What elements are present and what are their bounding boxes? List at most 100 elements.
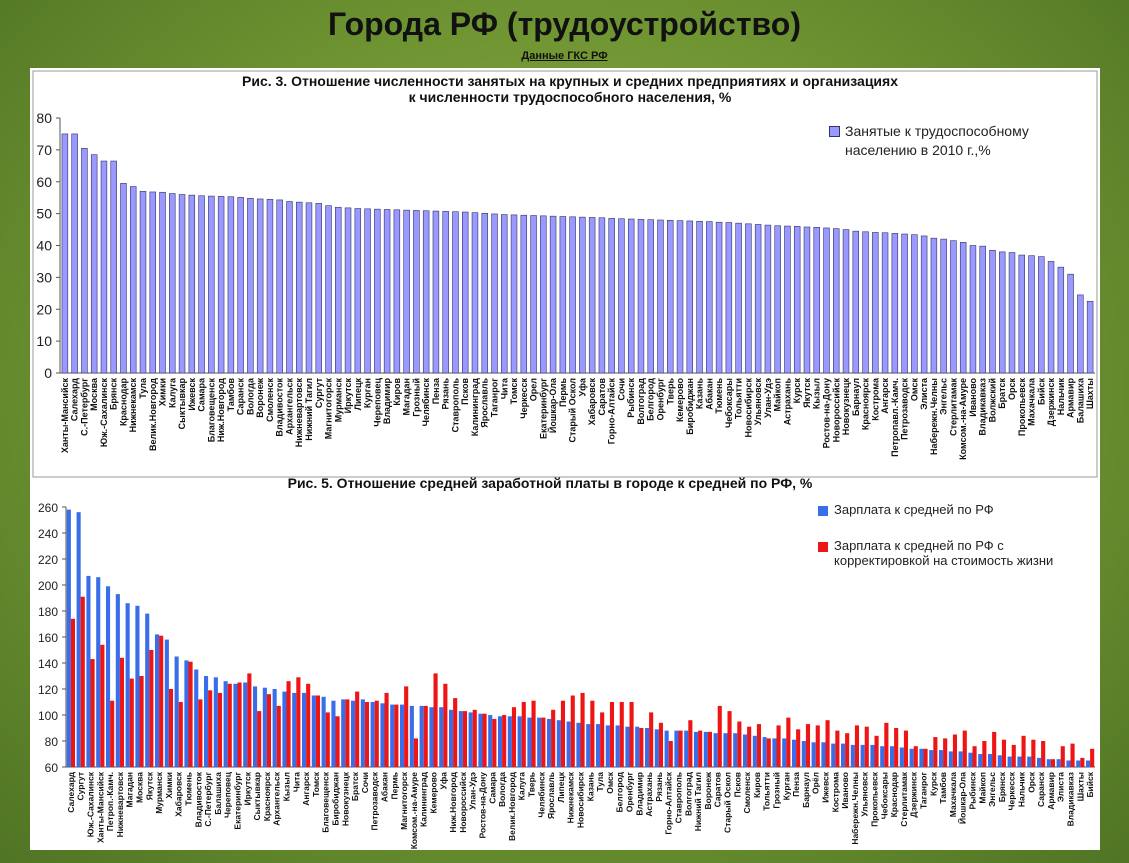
x-tick-label: Екатеринбург [538,378,548,439]
bar [874,735,879,767]
bar [1018,254,1025,374]
x-tick-label: Химки [158,378,168,406]
bar [854,725,860,767]
bar [432,210,440,374]
x-tick-label: Кострома [870,377,880,421]
x-tick-label: Магнитогорск [324,378,334,440]
bar [1021,735,1026,767]
chart-frame [32,70,1098,478]
x-tick-label: Майкоп [773,378,783,411]
x-tick-label: Велик.Новгород [507,771,517,841]
bar [598,217,606,374]
bar [715,221,723,374]
y-tick-label: 80 [36,110,52,126]
x-tick-label: Черкесск [519,378,529,419]
bar [256,198,264,374]
bar [999,251,1006,374]
bar [257,711,262,767]
x-tick-label: Томск [509,378,519,405]
x-tick-label: Нижневартовск [115,771,125,837]
bar [658,722,664,767]
bar [237,197,244,374]
x-tick-label: Чита [499,377,509,399]
x-tick-label: Брянск [997,771,1007,802]
bar [982,741,987,767]
x-tick-label: Ярославль [480,378,490,428]
bar [468,712,473,767]
bar [1036,757,1042,767]
bar [842,229,850,374]
bar [901,233,908,374]
bar [227,196,235,374]
x-tick-label: Ульяновск [860,771,870,816]
bar [609,702,615,767]
bar [390,704,395,767]
bar [115,594,120,767]
bar [119,657,125,767]
y-tick-label: 240 [38,527,58,541]
bar [920,235,928,374]
x-tick-label: Юж.-Сахалинск [86,771,96,837]
bar [404,686,409,767]
x-tick-label: Рыбинск [626,378,636,418]
bar [306,683,311,767]
bar [772,738,777,767]
bar [551,709,556,767]
x-tick-label: Красноярск [262,771,272,821]
x-tick-label: Тольятти [734,378,744,419]
bar [537,717,542,767]
x-tick-label: Новороссийск [458,771,468,833]
x-tick-label: Самара [197,377,207,412]
bar [501,214,508,374]
legend-swatch [818,506,828,516]
x-tick-label: Череповец [372,378,382,427]
bar [380,703,385,767]
x-tick-label: Ярославль [546,772,556,819]
bar [208,195,215,374]
y-tick-label: 220 [38,553,58,567]
bar [872,232,879,374]
y-tick-label: 70 [36,142,52,158]
bar [831,743,836,767]
bar [678,730,683,767]
y-tick-label: 80 [45,735,59,749]
bar [752,735,757,767]
x-tick-label: Ростов-на-Дону [821,378,831,448]
x-tick-label: Казань [695,378,705,410]
bar [423,705,428,767]
bar [930,237,938,374]
bar [511,707,517,767]
bar [1056,759,1061,767]
bar [71,133,78,374]
bar [727,711,732,767]
x-tick-label: Абакан [704,378,714,410]
x-tick-label: Ханты-Мансийск [95,771,105,843]
x-tick-label: Ижевск [187,378,197,411]
bar [1080,757,1085,767]
bar [472,709,477,767]
bar [657,219,664,374]
bar [243,682,248,767]
x-tick-label: Биробиджан [331,772,341,826]
bar [159,191,166,374]
bar [823,227,830,374]
bar [315,695,321,767]
x-tick-label: Москва [135,772,145,803]
x-tick-label: Энгельс [939,378,949,415]
bar [223,681,228,767]
x-tick-label: Пенза [431,377,441,404]
x-tick-label: Тверь [527,772,537,797]
bar [194,669,199,767]
bar [649,712,654,767]
bar [600,712,605,767]
x-tick-label: Элиста [1056,772,1066,802]
bar [159,635,164,767]
bar [1028,255,1035,374]
bar [1067,273,1074,374]
x-tick-label: Краснодар [889,772,899,817]
y-tick-label: 200 [38,579,58,593]
x-tick-label: Уфа [577,377,587,396]
bar [311,695,316,767]
x-tick-label: Орёл [811,772,821,794]
x-tick-label: Махачкала [948,772,958,817]
